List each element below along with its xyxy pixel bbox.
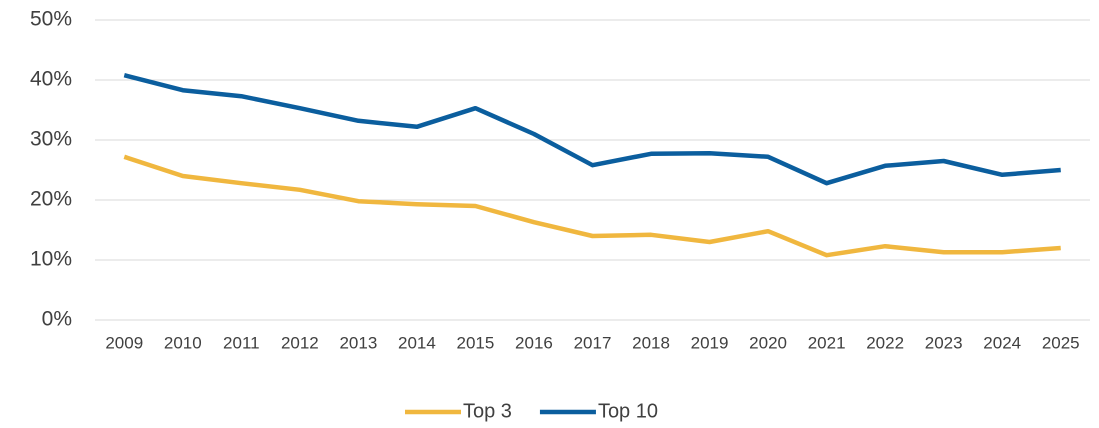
x-tick-label: 2011 [223, 333, 260, 352]
x-tick-label: 2025 [1042, 333, 1080, 352]
x-tick-label: 2015 [457, 333, 495, 352]
x-tick-label: 2019 [691, 333, 729, 352]
y-tick-label: 20% [30, 188, 72, 211]
x-tick-label: 2016 [515, 333, 553, 352]
x-tick-label: 2014 [398, 333, 436, 352]
y-tick-label: 50% [30, 8, 72, 31]
x-tick-label: 2018 [632, 333, 670, 352]
y-tick-label: 10% [30, 248, 72, 271]
x-tick-label: 2013 [339, 333, 377, 352]
x-tick-label: 2010 [164, 333, 202, 352]
x-tick-label: 2021 [808, 333, 846, 352]
legend-label: Top 3 [463, 400, 512, 422]
x-tick-label: 2020 [749, 333, 787, 352]
y-tick-label: 40% [30, 68, 72, 91]
x-tick-label: 2017 [574, 333, 612, 352]
x-tick-label: 2009 [105, 333, 143, 352]
x-tick-label: 2024 [983, 333, 1021, 352]
series-line [123, 154, 1061, 258]
x-tick-label: 2012 [281, 333, 319, 352]
x-tick-label: 2022 [866, 333, 904, 352]
x-tick-label: 2023 [925, 333, 963, 352]
legend-label: Top 10 [598, 400, 658, 422]
y-tick-label: 30% [30, 128, 72, 151]
y-tick-label: 0% [42, 308, 72, 331]
series-line [123, 73, 1061, 186]
